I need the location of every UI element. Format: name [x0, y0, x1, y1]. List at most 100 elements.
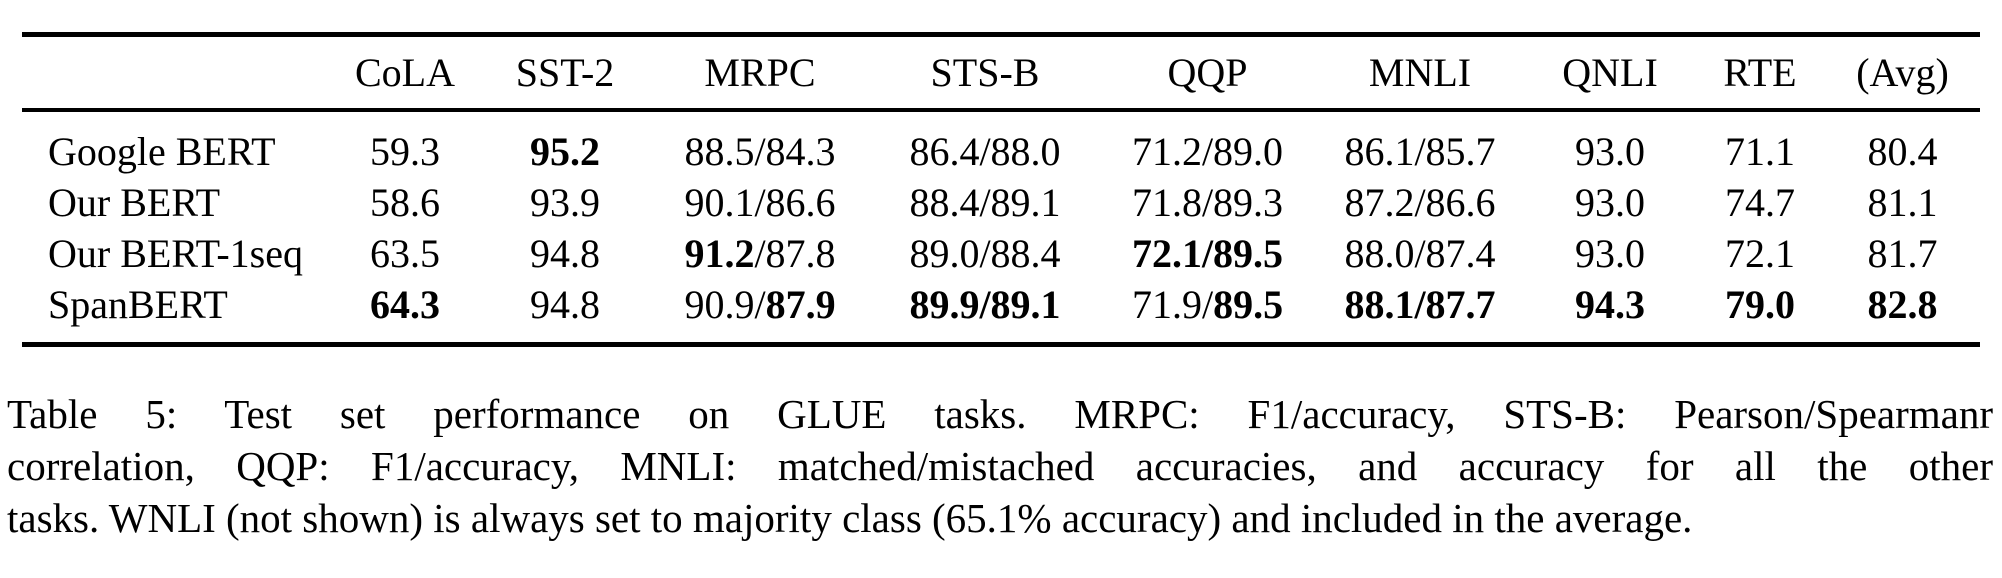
table-header-row: CoLA SST-2 MRPC STS-B QQP MNLI QNLI RTE (Avg): [22, 35, 1980, 111]
score-part: 81.1: [1867, 180, 1938, 225]
table-caption: Table 5: Test set performance on GLUE ta…: [7, 388, 1993, 544]
column-header-sst-2: SST-2: [515, 50, 615, 95]
score-part: 90.1/86.6: [684, 180, 836, 225]
score-cell: 93.0: [1525, 177, 1695, 228]
column-header-mnli: MNLI: [1368, 50, 1472, 95]
score-part: 58.6: [370, 180, 440, 225]
column-header-qqp: QQP: [1167, 50, 1248, 95]
score-part: 71.8/89.3: [1131, 180, 1284, 225]
score-part-bold: 89.9/89.1: [909, 282, 1061, 327]
score-part: 88.4/89.1: [909, 180, 1061, 225]
score-part: 86.1/85.7: [1344, 129, 1496, 174]
score-part: 72.1: [1725, 231, 1795, 276]
table-row: Google BERT 59.3 95.2 88.5/84.3 86.4/88.0 71.…: [22, 110, 1980, 177]
caption-line-2: correlation, QQP: F1/accuracy, MNLI: mat…: [7, 443, 1993, 489]
score-cell: 94.3: [1525, 279, 1695, 345]
score-part: 71.9/: [1131, 282, 1214, 327]
score-cell: 88.4/89.1: [870, 177, 1100, 228]
score-cell: 64.3: [330, 279, 480, 345]
column-header-mrpc: MRPC: [704, 50, 816, 95]
score-part-bold: 95.2: [530, 129, 600, 174]
score-cell: 71.1: [1695, 110, 1825, 177]
score-part: 88.0/87.4: [1344, 231, 1496, 276]
score-part: 93.9: [530, 180, 600, 225]
score-part: 63.5: [370, 231, 440, 276]
score-part: 74.7: [1725, 180, 1795, 225]
score-cell: 90.9/87.9: [650, 279, 870, 345]
score-cell: 81.7: [1825, 228, 1980, 279]
score-part: 81.7: [1867, 231, 1938, 276]
score-part-bold: 64.3: [370, 282, 440, 327]
score-cell: 94.8: [480, 228, 650, 279]
row-label: Our BERT-1seq: [48, 231, 303, 276]
column-header-qnli: QNLI: [1562, 50, 1658, 95]
row-label: SpanBERT: [48, 282, 228, 327]
caption-line-1: Table 5: Test set performance on GLUE ta…: [7, 391, 1993, 437]
score-part: 93.0: [1575, 129, 1645, 174]
score-cell: 74.7: [1695, 177, 1825, 228]
score-part: 93.0: [1575, 180, 1645, 225]
glue-table: CoLA SST-2 MRPC STS-B QQP MNLI QNLI RTE (Avg) Go…: [22, 32, 1980, 347]
score-cell: 86.1/85.7: [1315, 110, 1525, 177]
score-cell: 86.4/88.0: [870, 110, 1100, 177]
score-part: 71.1: [1725, 129, 1795, 174]
score-cell: 88.5/84.3: [650, 110, 870, 177]
score-part-bold: 89.5: [1213, 282, 1284, 327]
table-row: SpanBERT 64.3 94.8 90.9/87.9 89.9/89.1 71.9/8…: [22, 279, 1980, 345]
table-row: Our BERT 58.6 93.9 90.1/86.6 88.4/89.1 71.8/8…: [22, 177, 1980, 228]
score-part: /87.8: [754, 231, 836, 276]
score-part: 94.8: [530, 231, 600, 276]
score-cell: 94.8: [480, 279, 650, 345]
score-part-bold: 88.1/87.7: [1344, 282, 1496, 327]
score-part-bold: 94.3: [1575, 282, 1645, 327]
score-cell: 95.2: [480, 110, 650, 177]
score-cell: 88.0/87.4: [1315, 228, 1525, 279]
column-header-avg: (Avg): [1856, 50, 1949, 95]
score-part-bold: 72.1/89.5: [1131, 231, 1284, 276]
score-part-bold: 79.0: [1725, 282, 1795, 327]
score-cell: 93.0: [1525, 228, 1695, 279]
table-row: Our BERT-1seq 63.5 94.8 91.2/87.8 89.0/88.4 7…: [22, 228, 1980, 279]
column-header-cola: CoLA: [355, 50, 455, 95]
column-header-sts-b: STS-B: [930, 50, 1040, 95]
score-part: 59.3: [370, 129, 440, 174]
score-cell: 93.9: [480, 177, 650, 228]
column-header-model: [22, 35, 330, 111]
score-cell: 82.8: [1825, 279, 1980, 345]
score-cell: 71.2/89.0: [1100, 110, 1315, 177]
score-cell: 89.9/89.1: [870, 279, 1100, 345]
score-cell: 63.5: [330, 228, 480, 279]
score-cell: 89.0/88.4: [870, 228, 1100, 279]
score-part: 90.9/: [684, 282, 766, 327]
column-header-rte: RTE: [1723, 50, 1797, 95]
row-label: Our BERT: [48, 180, 221, 225]
score-part: 87.2/86.6: [1344, 180, 1496, 225]
score-cell: 72.1/89.5: [1100, 228, 1315, 279]
score-cell: 72.1: [1695, 228, 1825, 279]
score-cell: 91.2/87.8: [650, 228, 870, 279]
score-part-bold: 91.2: [684, 231, 755, 276]
table-body: Google BERT 59.3 95.2 88.5/84.3 86.4/88.0 71.…: [22, 110, 1980, 345]
score-cell: 87.2/86.6: [1315, 177, 1525, 228]
score-part: 86.4/88.0: [909, 129, 1061, 174]
row-label: Google BERT: [48, 129, 276, 174]
score-cell: 88.1/87.7: [1315, 279, 1525, 345]
score-cell: 79.0: [1695, 279, 1825, 345]
score-cell: 58.6: [330, 177, 480, 228]
score-part: 88.5/84.3: [684, 129, 836, 174]
score-part: 93.0: [1575, 231, 1645, 276]
score-part-bold: 82.8: [1867, 282, 1938, 327]
score-part-bold: 87.9: [765, 282, 836, 327]
score-part: 89.0/88.4: [909, 231, 1061, 276]
score-part: 80.4: [1867, 129, 1938, 174]
score-part: 71.2/89.0: [1131, 129, 1284, 174]
score-cell: 93.0: [1525, 110, 1695, 177]
score-cell: 90.1/86.6: [650, 177, 870, 228]
score-part: 94.8: [530, 282, 600, 327]
score-cell: 71.8/89.3: [1100, 177, 1315, 228]
score-cell: 80.4: [1825, 110, 1980, 177]
caption-line-3: tasks. WNLI (not shown) is always set to…: [7, 495, 1693, 541]
score-cell: 59.3: [330, 110, 480, 177]
score-cell: 81.1: [1825, 177, 1980, 228]
